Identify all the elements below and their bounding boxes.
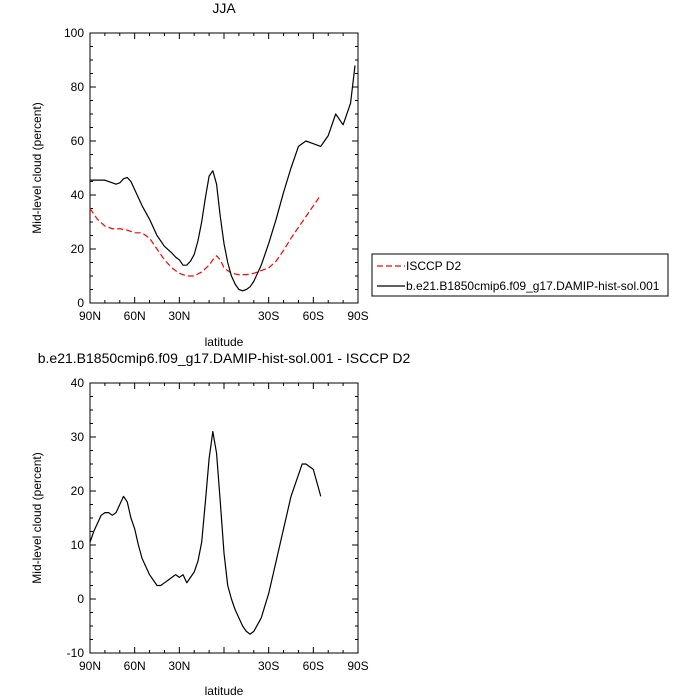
legend-label-model: b.e21.B1850cmip6.f09_g17.DAMIP-hist-sol.… xyxy=(406,279,660,293)
legend-label-isccp: ISCCP D2 xyxy=(406,259,461,273)
chart-bottom: b.e21.B1850cmip6.f09_g17.DAMIP-hist-sol.… xyxy=(30,350,410,698)
y-tick-label: 60 xyxy=(71,134,85,148)
series-lines xyxy=(89,65,356,292)
axis-ticks: 90N 60N 30N 30S 60S 90S -10 0 10 20 30 40 xyxy=(67,376,369,673)
x-tick-label: 30S xyxy=(258,309,279,323)
x-tick-label: 90N xyxy=(79,309,101,323)
chart-title: JJA xyxy=(212,0,236,16)
series-line-1 xyxy=(90,65,356,292)
x-tick-label: 30S xyxy=(258,659,279,673)
x-tick-label: 60N xyxy=(124,659,146,673)
y-tick-label: 40 xyxy=(71,376,85,390)
x-tick-label: 30N xyxy=(168,659,190,673)
legend-box xyxy=(371,253,669,297)
y-tick-label: 0 xyxy=(77,592,84,606)
series-line-0 xyxy=(89,431,322,635)
x-tick-label: 90S xyxy=(347,309,368,323)
chart-top: JJA 90N 60N 30N 30S 60S 90S 0 20 40 60 80 100 latit… xyxy=(30,0,369,349)
y-tick-label: 10 xyxy=(71,538,85,552)
x-axis-label: latitude xyxy=(205,335,244,349)
y-axis-label: Mid-level cloud (percent) xyxy=(30,452,44,583)
x-axis-label: latitude xyxy=(205,684,244,698)
x-tick-label: 30N xyxy=(168,309,190,323)
plot-frame xyxy=(89,382,359,654)
series-lines xyxy=(89,431,322,635)
y-tick-label: 40 xyxy=(71,188,85,202)
series-line-0 xyxy=(89,194,322,277)
x-tick-label: 90N xyxy=(79,659,101,673)
y-tick-label: -10 xyxy=(67,646,85,660)
y-tick-label: 0 xyxy=(77,296,84,310)
y-tick-label: 80 xyxy=(71,80,85,94)
y-tick-label: 100 xyxy=(64,26,84,40)
x-tick-label: 60S xyxy=(303,659,324,673)
y-axis-label: Mid-level cloud (percent) xyxy=(30,102,44,233)
y-tick-label: 20 xyxy=(71,484,85,498)
x-tick-label: 60S xyxy=(303,309,324,323)
legend: ISCCP D2 b.e21.B1850cmip6.f09_g17.DAMIP-… xyxy=(371,253,669,297)
x-tick-label: 90S xyxy=(347,659,368,673)
y-tick-label: 20 xyxy=(71,242,85,256)
plot-frame xyxy=(89,32,359,304)
chart-title: b.e21.B1850cmip6.f09_g17.DAMIP-hist-sol.… xyxy=(38,350,411,366)
y-tick-label: 30 xyxy=(71,430,85,444)
x-tick-label: 60N xyxy=(124,309,146,323)
axis-ticks: 90N 60N 30N 30S 60S 90S 0 20 40 60 80 100 xyxy=(64,26,369,323)
